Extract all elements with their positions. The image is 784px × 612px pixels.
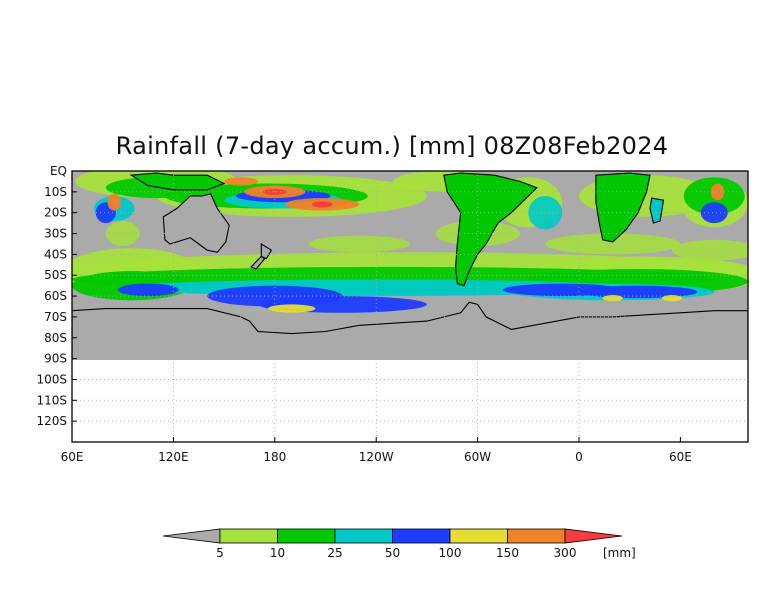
- lat-label: 120S: [36, 414, 67, 428]
- colorbar-label: 25: [327, 546, 342, 560]
- lon-label: 60E: [61, 450, 84, 464]
- lon-label: 120E: [158, 450, 189, 464]
- rain-field: [72, 171, 748, 313]
- landmass: [260, 243, 273, 260]
- colorbar-bin: [449, 528, 508, 544]
- longitude-labels: 60E 120E 180 120W 60W 0 60E: [61, 437, 692, 464]
- lat-label: 70S: [44, 310, 67, 324]
- landmass: [649, 197, 665, 224]
- latitude-labels: EQ 10S 20S 30S 40S 50S 60S 70S 80S 90S 100S 110S 120…: [36, 164, 77, 428]
- colorbar-bin: [392, 528, 451, 544]
- lat-label: 40S: [44, 247, 67, 261]
- lat-label: 50S: [44, 268, 67, 282]
- rain-patch: [528, 196, 563, 230]
- colorbar-label: 150: [496, 546, 519, 560]
- coastlines: [72, 172, 748, 360]
- landmass: [129, 172, 226, 191]
- rain-patch: [671, 239, 748, 261]
- lat-label: 60S: [44, 289, 67, 303]
- lon-label: 120W: [359, 450, 394, 464]
- map-title: Rainfall (7-day accum.) [mm] 08Z08Feb202…: [115, 132, 669, 160]
- rain-patch: [308, 235, 410, 253]
- colorbar-bin: [334, 528, 393, 544]
- landmass: [595, 172, 651, 243]
- colorbar-unit: [mm]: [603, 546, 636, 560]
- lat-label: 100S: [36, 372, 67, 386]
- colorbar-label: 5: [216, 546, 224, 560]
- landmass: [443, 172, 538, 287]
- lat-label: 80S: [44, 331, 67, 345]
- rain-patch: [545, 233, 681, 255]
- lon-label: 0: [575, 450, 583, 464]
- lon-label: 180: [263, 450, 286, 464]
- colorbar-below-triangle: [162, 528, 221, 544]
- colorbar-label: 100: [439, 546, 462, 560]
- rain-patch: [579, 285, 698, 299]
- lat-label: 110S: [36, 393, 67, 407]
- colorbar-above-triangle: [564, 528, 623, 544]
- lat-label: 90S: [44, 352, 67, 366]
- landmass: [72, 301, 748, 360]
- rain-patch: [224, 177, 258, 186]
- colorbar-bin: [507, 528, 566, 544]
- rain-patch: [268, 304, 316, 313]
- rain-patch: [661, 295, 683, 302]
- rain-patch: [107, 193, 122, 211]
- map-frame: [71, 170, 749, 443]
- landmass: [250, 255, 266, 270]
- lon-label: 60E: [669, 450, 692, 464]
- rain-patch: [311, 201, 333, 208]
- colorbar-bin: [277, 528, 336, 544]
- lat-label: EQ: [50, 164, 67, 178]
- rain-patch: [700, 202, 728, 224]
- colorbar-label: 10: [270, 546, 285, 560]
- colorbar-label: 300: [554, 546, 577, 560]
- grid-lines: [72, 171, 748, 442]
- lon-label: 60W: [464, 450, 491, 464]
- rain-patch: [602, 295, 623, 302]
- rain-patch: [105, 221, 140, 247]
- rain-patch: [710, 183, 725, 201]
- colorbar-label: 50: [385, 546, 400, 560]
- colorbar: 5 10 25 50 100 150 300 [mm]: [162, 528, 636, 560]
- lat-label: 20S: [44, 206, 67, 220]
- lat-label: 30S: [44, 227, 67, 241]
- colorbar-bin: [219, 528, 278, 544]
- lat-label: 10S: [44, 185, 67, 199]
- rain-patch: [117, 283, 179, 297]
- landmass: [162, 193, 230, 253]
